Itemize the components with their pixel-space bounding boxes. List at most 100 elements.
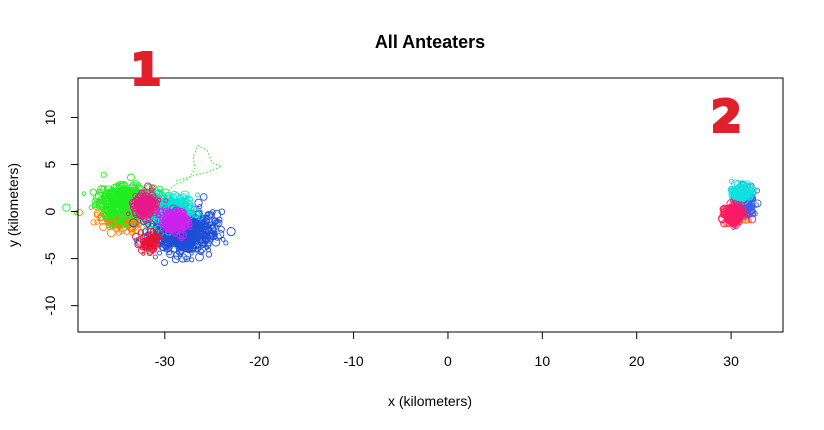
data-point [197, 244, 206, 254]
data-point [143, 182, 152, 191]
y-tick-label: -10 [42, 295, 58, 315]
data-point [158, 235, 164, 241]
data-point [178, 231, 187, 240]
data-point [165, 191, 173, 200]
data-point [101, 212, 107, 219]
data-point [211, 237, 221, 247]
data-point [135, 200, 143, 209]
data-point [120, 192, 131, 202]
data-point [81, 191, 87, 196]
data-point [135, 182, 142, 189]
data-point [147, 207, 153, 213]
data-point [149, 222, 154, 228]
data-point [115, 211, 121, 217]
data-point [119, 219, 126, 226]
data-point [746, 195, 753, 201]
y-tick-label: -5 [42, 252, 58, 265]
data-point [745, 205, 755, 215]
data-point [107, 201, 114, 208]
data-point [162, 204, 169, 211]
data-point [173, 224, 179, 229]
data-point [223, 240, 229, 246]
data-point [190, 208, 201, 218]
data-point [180, 221, 189, 231]
series-10 [727, 178, 757, 205]
data-point [115, 220, 122, 227]
data-point [106, 228, 116, 238]
data-point [207, 224, 217, 234]
data-point [185, 215, 192, 222]
series-6 [155, 204, 193, 242]
data-point [89, 188, 97, 196]
data-point [152, 254, 158, 260]
annotation-label: 1 [131, 45, 162, 96]
data-point [731, 213, 737, 218]
annotations: 12 [129, 43, 743, 144]
x-tick-label: 0 [444, 353, 452, 369]
data-point [162, 215, 167, 220]
data-point [754, 187, 761, 194]
data-point [126, 193, 132, 199]
series-7 [131, 227, 164, 257]
data-point [201, 218, 210, 227]
x-tick-label: -30 [155, 353, 175, 369]
data-point [151, 198, 160, 208]
data-point [151, 196, 156, 201]
data-point [173, 251, 183, 260]
data-point [149, 228, 157, 236]
data-point [130, 202, 138, 210]
data-point [194, 211, 201, 218]
data-point [175, 215, 181, 221]
data-point [148, 184, 156, 192]
data-point [748, 184, 755, 191]
data-point [122, 218, 132, 228]
data-point [162, 228, 167, 234]
data-point [130, 199, 138, 208]
data-point [97, 185, 106, 194]
y-axis-label: y (kilometers) [5, 163, 21, 247]
series-11 [718, 199, 757, 230]
data-point [194, 224, 202, 232]
data-point [118, 192, 124, 198]
data-point [173, 241, 180, 247]
data-point [142, 237, 148, 244]
data-point [106, 190, 114, 199]
data-point [170, 211, 180, 221]
data-point [166, 250, 174, 259]
data-point [176, 231, 185, 240]
data-point [163, 222, 173, 232]
data-point [132, 193, 138, 199]
data-point [106, 209, 114, 217]
data-point [177, 198, 186, 206]
data-point [157, 185, 164, 193]
data-point [149, 236, 159, 246]
data-point [188, 235, 198, 245]
data-point [740, 181, 745, 187]
data-point [146, 236, 153, 244]
data-point [726, 221, 732, 228]
data-point [138, 189, 146, 196]
data-point [90, 219, 97, 226]
x-tick-label: -20 [249, 353, 269, 369]
data-point [166, 249, 173, 256]
y-tick-label: 10 [42, 110, 58, 126]
x-tick-label: 10 [535, 353, 551, 369]
data-point [205, 251, 213, 258]
data-point [126, 211, 131, 217]
data-point [116, 198, 125, 206]
data-point [177, 223, 187, 232]
data-point [170, 190, 179, 200]
data-point [141, 197, 149, 205]
data-point [135, 203, 143, 211]
data-point [148, 238, 157, 247]
data-point [103, 209, 110, 215]
data-point [161, 259, 168, 267]
data-point [195, 232, 201, 237]
x-axis-label: x (kilometers) [388, 393, 472, 409]
data-point [167, 198, 174, 205]
data-point [747, 215, 757, 224]
data-point [738, 202, 746, 210]
data-points [62, 145, 762, 267]
data-point [135, 238, 144, 248]
